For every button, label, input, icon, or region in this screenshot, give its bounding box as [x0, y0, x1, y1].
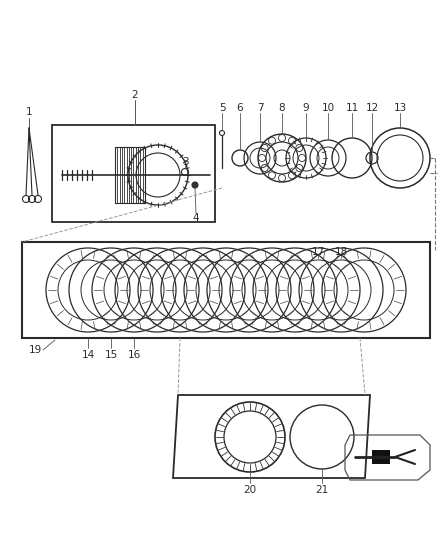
Text: 17: 17 — [311, 247, 325, 257]
Text: 7: 7 — [257, 103, 263, 113]
Circle shape — [192, 182, 198, 188]
Bar — [372, 450, 390, 464]
Text: 9: 9 — [303, 103, 309, 113]
Text: 11: 11 — [346, 103, 359, 113]
Text: 18: 18 — [334, 247, 348, 257]
Text: 4: 4 — [193, 213, 199, 223]
Text: 19: 19 — [28, 345, 42, 355]
Text: 6: 6 — [237, 103, 244, 113]
Text: 2: 2 — [132, 90, 138, 100]
Text: 21: 21 — [315, 485, 328, 495]
Text: 1: 1 — [26, 107, 32, 117]
Text: 5: 5 — [219, 103, 225, 113]
Text: 13: 13 — [393, 103, 406, 113]
Text: 16: 16 — [127, 350, 141, 360]
Text: 3: 3 — [182, 157, 188, 167]
Text: 15: 15 — [104, 350, 118, 360]
Text: 14: 14 — [81, 350, 95, 360]
Text: 8: 8 — [279, 103, 285, 113]
Text: 10: 10 — [321, 103, 335, 113]
Bar — [52, 125, 215, 222]
Text: 20: 20 — [244, 485, 257, 495]
Text: 12: 12 — [365, 103, 378, 113]
